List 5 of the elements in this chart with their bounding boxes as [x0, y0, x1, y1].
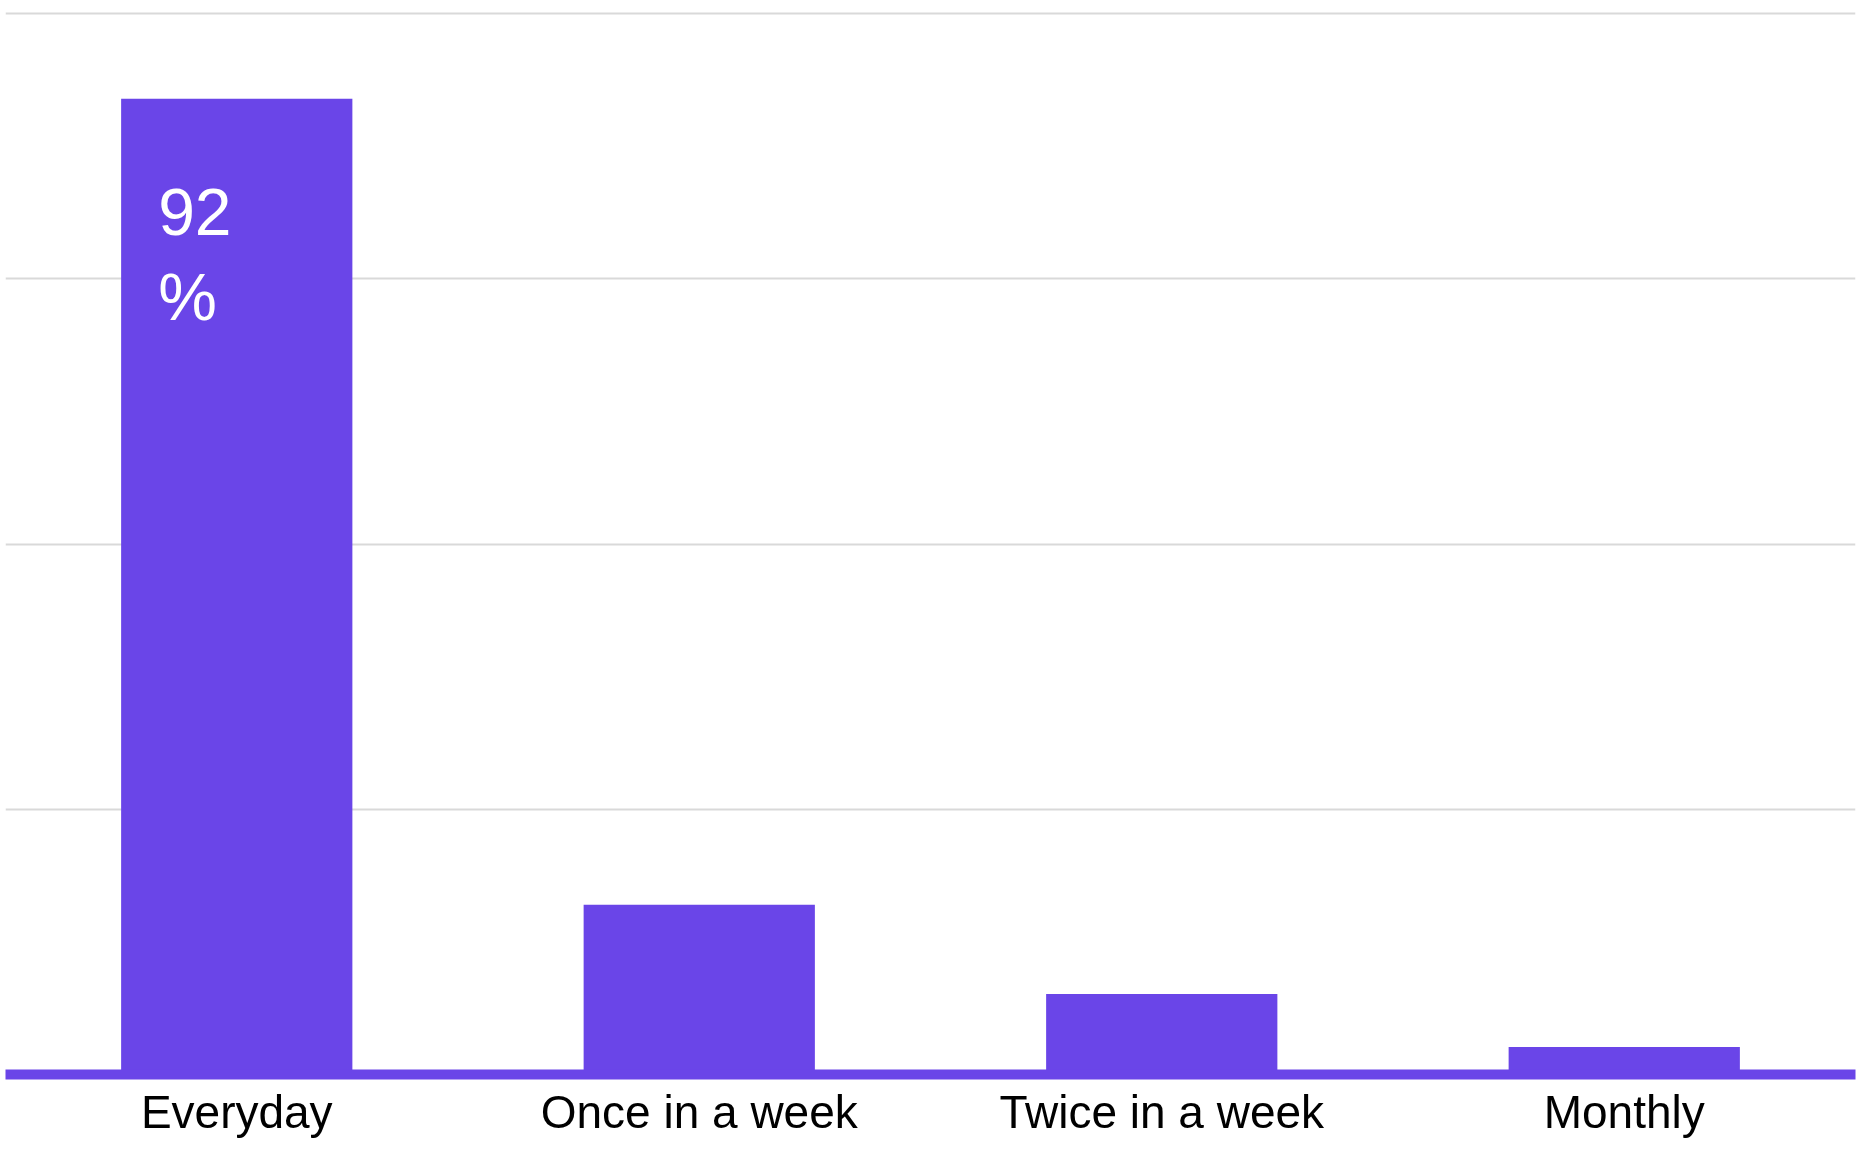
x-tick-label: Monthly	[1543, 1085, 1705, 1138]
data-label: 92 %	[158, 175, 232, 335]
x-tick-label: Twice in a week	[999, 1085, 1326, 1138]
x-tick-label: Once in a week	[540, 1085, 859, 1138]
x-tick-label: Everyday	[140, 1085, 333, 1138]
